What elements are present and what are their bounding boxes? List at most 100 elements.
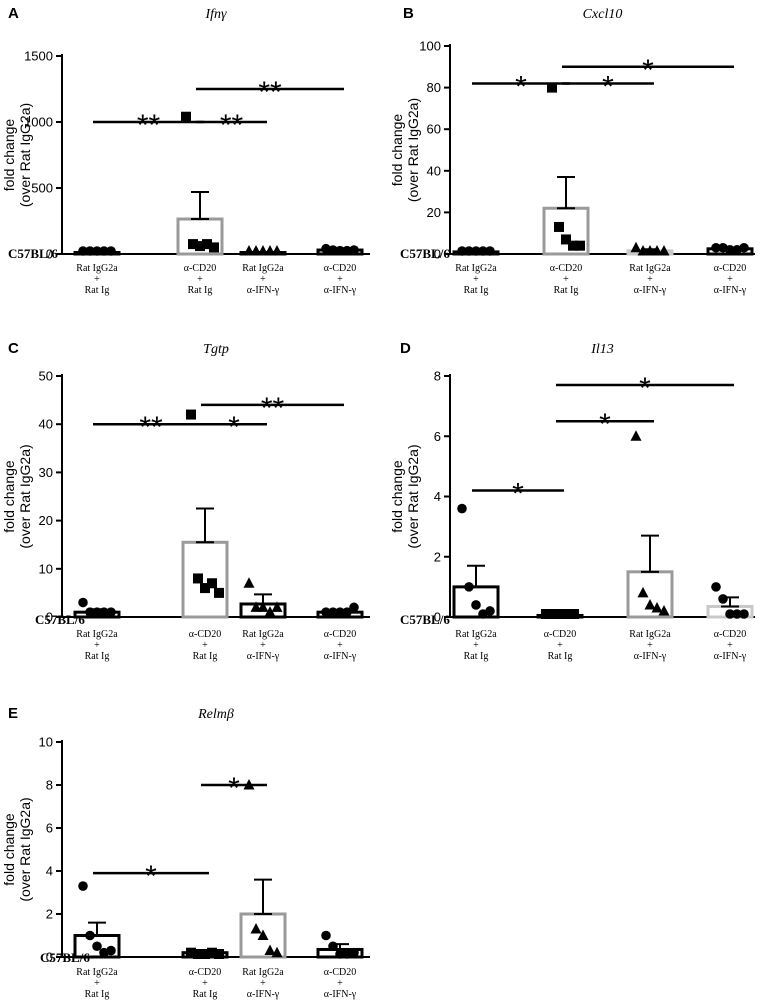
significance-label: * [228, 411, 240, 444]
y-tick-label: 8 [434, 369, 441, 384]
data-point [186, 409, 196, 420]
x-category-label: + [563, 274, 569, 285]
chart-panel-b: B Cxcl10 fold change (over Rat IgG2a) 0 20 40 6… [389, 5, 755, 296]
data-point [725, 609, 735, 619]
data-point [471, 246, 481, 256]
x-category-label: Rat IgG2a [76, 629, 118, 640]
chart-panel-d: D Il13 fold change (over Rat IgG2a) 0 2 4 6 8 * * *… [389, 340, 755, 662]
data-point [85, 607, 95, 617]
data-point [548, 609, 558, 619]
data-point [711, 582, 721, 592]
data-point [541, 609, 551, 619]
x-category-label: α-IFN-γ [634, 651, 667, 662]
y-axis-label-sub: (over Rat IgG2a) [405, 444, 421, 548]
panel-letter: B [403, 5, 414, 22]
y-axis-label: fold change [389, 460, 405, 533]
x-category-label: α-IFN-γ [634, 285, 667, 296]
strain-label: C57BL/6 [35, 612, 85, 627]
data-point [739, 242, 749, 253]
data-point [562, 609, 572, 619]
significance-label: ** [139, 411, 163, 444]
data-point [342, 607, 352, 617]
x-category-label: Rat Ig [85, 285, 110, 296]
significance-label: * [602, 70, 614, 103]
x-category-label: Rat IgG2a [455, 263, 497, 274]
data-point [195, 241, 205, 252]
data-point [464, 582, 474, 592]
data-point [250, 601, 262, 612]
data-point [568, 240, 578, 251]
chart-title: Relmβ [197, 707, 234, 722]
chart-title: Tgtp [203, 342, 229, 357]
data-point [257, 601, 269, 612]
data-point [264, 606, 276, 617]
y-tick-label: 40 [39, 417, 53, 432]
data-point [485, 246, 495, 256]
data-point [561, 234, 571, 245]
data-point [335, 607, 345, 617]
x-category-label: α-CD20 [189, 967, 221, 978]
data-point [575, 240, 585, 251]
data-point [106, 246, 116, 256]
y-tick-label: 80 [427, 80, 441, 95]
y-tick-label: 1500 [24, 49, 53, 64]
x-category-label: + [647, 640, 653, 651]
panel-letter: D [400, 340, 411, 357]
significance-label: ** [220, 109, 244, 142]
y-tick-label: 20 [427, 205, 441, 220]
data-point [264, 245, 276, 256]
y-axis-label: fold change [1, 119, 17, 192]
data-point [718, 594, 728, 604]
y-axis-label: fold change [1, 813, 17, 886]
x-category-label: + [202, 640, 208, 651]
data-point [554, 221, 564, 232]
data-point [457, 503, 467, 514]
data-point [335, 245, 345, 256]
data-point [186, 947, 196, 958]
data-point [651, 245, 663, 256]
x-category-label: Rat Ig [188, 285, 213, 296]
x-category-label: Rat Ig [554, 285, 579, 296]
data-point [250, 923, 262, 934]
x-category-label: Rat IgG2a [629, 629, 671, 640]
data-point [99, 607, 109, 617]
data-point [264, 944, 276, 956]
strain-label: C57BL/6 [400, 612, 450, 627]
y-axis-label-sub: (over Rat IgG2a) [17, 444, 33, 548]
data-point [106, 945, 116, 956]
x-category-label: α-IFN-γ [714, 285, 747, 296]
x-category-label: + [202, 978, 208, 989]
data-point [485, 606, 495, 616]
data-point [207, 578, 217, 589]
data-point [637, 245, 649, 256]
data-point [214, 587, 224, 598]
x-category-label: + [260, 640, 266, 651]
y-tick-label: 4 [46, 864, 53, 879]
strain-label: C57BL/6 [8, 246, 58, 261]
x-category-label: + [94, 978, 100, 989]
significance-label: * [145, 860, 157, 893]
data-point [99, 246, 109, 256]
x-category-label: Rat IgG2a [629, 263, 671, 274]
data-point [471, 600, 481, 610]
data-point [92, 246, 102, 256]
data-point [637, 586, 649, 598]
data-point [321, 607, 331, 617]
data-point [644, 598, 656, 610]
x-category-label: + [337, 640, 343, 651]
y-tick-label: 500 [31, 181, 53, 196]
y-tick-label: 0 [46, 950, 53, 965]
data-point [739, 609, 749, 619]
data-point [214, 949, 224, 959]
x-category-label: α-IFN-γ [247, 989, 280, 1000]
y-axis-label-sub: (over Rat IgG2a) [405, 98, 421, 202]
x-category-label: α-CD20 [324, 967, 356, 978]
panel-letter: E [8, 705, 18, 722]
x-category-label: Rat Ig [193, 989, 218, 1000]
data-point [569, 609, 579, 619]
x-category-label: Rat Ig [464, 651, 489, 662]
data-point [106, 607, 116, 617]
data-point [92, 941, 102, 952]
data-point [209, 242, 219, 253]
data-point [630, 241, 642, 253]
